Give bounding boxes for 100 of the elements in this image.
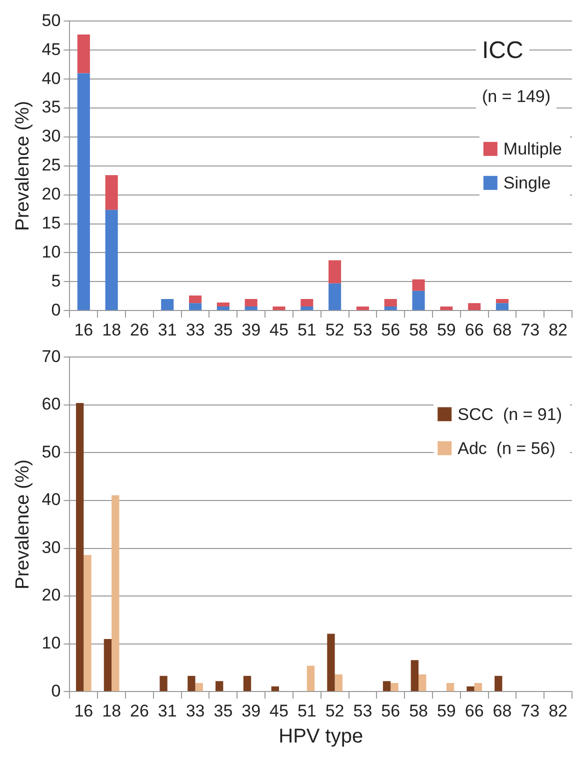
x-tick-label: 58 <box>409 320 428 340</box>
bar <box>189 303 202 310</box>
bar <box>76 403 84 692</box>
bar <box>244 306 258 310</box>
y-tick-label: 5 <box>51 271 61 290</box>
x-tick-label: 53 <box>353 320 372 340</box>
x-tick-label: 68 <box>492 320 512 340</box>
x-tick-label: 39 <box>242 320 261 340</box>
bar <box>384 299 397 307</box>
bar <box>105 210 118 310</box>
x-tick-label: 26 <box>130 701 149 720</box>
x-tick-label: 16 <box>74 320 94 340</box>
bar <box>77 73 90 310</box>
x-tick-label: 35 <box>214 701 233 720</box>
x-tick-label: 16 <box>74 701 94 720</box>
bar <box>418 674 426 692</box>
legend-label: Multiple <box>503 140 562 159</box>
x-tick-label: 58 <box>409 701 428 720</box>
x-tick-label: 33 <box>186 320 205 340</box>
bar <box>188 676 196 692</box>
bar <box>496 299 509 304</box>
bar <box>243 676 252 692</box>
y-tick-label: 0 <box>51 300 61 320</box>
bar <box>161 299 174 310</box>
x-tick-label: 73 <box>520 701 540 720</box>
y-axis-title: Prevalence (%) <box>12 100 34 231</box>
y-tick-label: 10 <box>42 242 61 262</box>
x-tick-label: 33 <box>186 701 205 720</box>
x-tick-label: 56 <box>381 320 400 340</box>
x-tick-label: 18 <box>102 320 122 340</box>
bar <box>104 639 112 692</box>
bar <box>328 283 342 310</box>
x-tick-label: 39 <box>242 701 261 720</box>
x-tick-label: 82 <box>548 320 568 340</box>
y-axis-title: Prevalence (%) <box>12 459 34 590</box>
bar <box>189 296 202 304</box>
bar <box>271 686 279 692</box>
bar <box>105 175 118 210</box>
x-tick-label: 59 <box>436 701 456 720</box>
y-tick-label: 25 <box>42 156 61 175</box>
bar <box>466 686 474 692</box>
bar <box>334 674 342 692</box>
bar <box>494 676 502 692</box>
bar <box>328 260 342 284</box>
y-tick-label: 15 <box>42 213 61 232</box>
x-tick-label: 51 <box>297 701 316 720</box>
x-tick-label: 18 <box>102 701 122 720</box>
bar <box>440 306 453 310</box>
y-tick-label: 10 <box>42 634 61 653</box>
annotation: ICC <box>482 36 524 64</box>
legend-label: Adc (n = 56) <box>458 438 556 458</box>
x-tick-label: 45 <box>270 701 288 720</box>
x-tick-label: 31 <box>158 701 177 720</box>
bar <box>382 681 391 692</box>
x-axis-title: HPV type <box>278 726 364 748</box>
bar <box>474 683 482 692</box>
x-tick-label: 73 <box>520 320 540 340</box>
bar <box>384 306 397 310</box>
bar <box>77 34 90 74</box>
y-tick-label: 40 <box>42 68 61 88</box>
y-tick-label: 20 <box>42 586 61 605</box>
x-tick-label: 66 <box>464 701 484 720</box>
y-tick-label: 35 <box>42 98 61 117</box>
y-tick-label: 20 <box>42 184 61 204</box>
bar <box>272 306 286 310</box>
bar <box>496 303 509 310</box>
y-tick-label: 50 <box>42 442 61 462</box>
x-tick-label: 35 <box>214 320 233 340</box>
x-tick-label: 31 <box>158 320 177 340</box>
bar <box>195 683 203 692</box>
x-tick-label: 26 <box>130 320 149 340</box>
y-tick-label: 60 <box>42 394 61 414</box>
x-tick-label: 53 <box>353 701 372 720</box>
bar <box>112 495 120 692</box>
y-tick-label: 30 <box>42 126 61 146</box>
legend-label: SCC (n = 91) <box>458 404 562 424</box>
bar <box>468 303 481 310</box>
bar <box>216 681 224 692</box>
x-tick-label: 52 <box>325 320 344 340</box>
bar <box>390 683 398 692</box>
y-tick-label: 70 <box>42 346 61 366</box>
bar <box>84 554 92 692</box>
x-tick-label: 82 <box>548 701 568 720</box>
x-tick-label: 68 <box>492 701 512 720</box>
x-tick-label: 45 <box>270 320 288 340</box>
bar <box>446 683 454 692</box>
bar <box>300 299 314 307</box>
bar <box>356 306 369 310</box>
x-tick-label: 66 <box>464 320 484 340</box>
bar <box>216 302 230 307</box>
y-tick-label: 30 <box>42 538 61 557</box>
bar <box>412 290 425 310</box>
bar <box>300 306 314 310</box>
y-tick-label: 40 <box>42 490 61 510</box>
bar <box>327 634 335 692</box>
bar <box>216 306 230 310</box>
x-tick-label: 59 <box>436 320 456 340</box>
y-tick-label: 0 <box>51 681 61 700</box>
legend-label: Single <box>503 174 551 193</box>
y-tick-label: 45 <box>42 40 61 59</box>
